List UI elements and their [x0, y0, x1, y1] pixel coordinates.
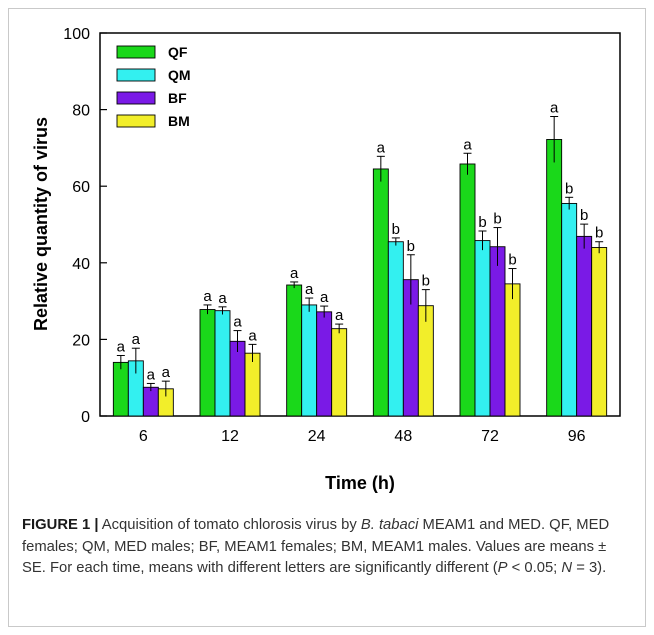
bar-bf: [229, 340, 246, 417]
legend-swatch-bf: [116, 91, 156, 105]
significance-letter: a: [132, 331, 141, 348]
y-tick-label: 60: [72, 179, 90, 196]
y-axis-label: Relative quantity of virus: [31, 117, 51, 331]
significance-letter: a: [305, 281, 314, 298]
significance-letter: b: [422, 273, 430, 290]
caption-p-symbol: P: [497, 560, 508, 576]
legend: QF QM BF BM: [116, 44, 191, 129]
significance-letter: a: [203, 288, 212, 305]
x-tick-label: 96: [568, 428, 586, 445]
x-axis-label: Time (h): [325, 473, 395, 493]
significance-letter: a: [218, 290, 227, 307]
significance-letter: b: [565, 180, 573, 197]
caption-text-1: Acquisition of tomato chlorosis virus by: [98, 517, 361, 533]
bar-qm: [387, 241, 404, 417]
bar-qm: [561, 202, 578, 417]
caption-species: B. tabaci: [360, 517, 419, 533]
bar-qf: [459, 163, 476, 417]
significance-letter: a: [550, 99, 559, 116]
significance-letter: a: [117, 338, 126, 355]
significance-letter: a: [463, 136, 472, 153]
x-tick-label: 24: [308, 428, 326, 445]
caption-text-2: MEAM1 and MED. QF, MED females; QM, MED …: [22, 517, 610, 576]
significance-letter: b: [407, 238, 415, 255]
y-axis: 0 20 40 60 80 100: [63, 26, 107, 426]
significance-letter: b: [580, 207, 588, 224]
legend-swatch-bm: [116, 114, 156, 128]
significance-letter: b: [595, 225, 603, 242]
plot-area-frame: [99, 32, 621, 417]
bar-bf: [142, 386, 159, 417]
x-tick-label: 72: [481, 428, 499, 445]
significance-letter: a: [320, 289, 329, 306]
bar-bm: [591, 247, 608, 417]
y-tick-label: 100: [63, 26, 90, 43]
bar-qm: [301, 304, 318, 417]
bar-bm: [504, 283, 521, 417]
significance-letter: a: [162, 364, 171, 381]
legend-label-bf: BF: [168, 90, 187, 106]
x-tick-label: 48: [394, 428, 412, 445]
x-axis: 6 12 24 48 72 96: [139, 428, 586, 445]
y-tick-label: 40: [72, 256, 90, 273]
bar-bm: [244, 352, 261, 417]
legend-swatch-qm: [116, 68, 156, 82]
caption-label: FIGURE 1 |: [22, 517, 99, 533]
significance-letter: b: [508, 252, 516, 269]
significance-letter: b: [392, 221, 400, 238]
bar-bf: [489, 246, 506, 417]
legend-swatch-qf: [116, 45, 156, 59]
significance-letter: a: [377, 139, 386, 156]
legend-label-qm: QM: [168, 67, 191, 83]
significance-letter: a: [248, 327, 257, 344]
bar-qm: [474, 240, 491, 417]
bar-bf: [316, 311, 333, 417]
significance-letter: a: [233, 314, 242, 331]
bar-qf: [286, 284, 303, 417]
y-tick-label: 20: [72, 332, 90, 349]
legend-label-qf: QF: [168, 44, 188, 60]
significance-letter: a: [147, 366, 156, 383]
caption-text-4: = 3).: [572, 560, 607, 576]
bar-bm: [417, 305, 434, 417]
x-tick-label: 6: [139, 428, 148, 445]
bar-qf: [546, 139, 563, 417]
y-tick-label: 0: [81, 409, 90, 426]
figure-caption: FIGURE 1 | Acquisition of tomato chloros…: [22, 515, 634, 580]
y-tick-label: 80: [72, 103, 90, 120]
bar-qf: [199, 309, 216, 417]
bar-bm: [331, 328, 348, 417]
x-tick-label: 12: [221, 428, 239, 445]
caption-text-3: < 0.05;: [507, 560, 562, 576]
significance-letter: b: [478, 214, 486, 231]
caption-n-symbol: N: [561, 560, 573, 576]
significance-letter: a: [290, 265, 299, 282]
bar-qf: [372, 168, 389, 417]
bar-bf: [576, 235, 593, 417]
significance-letter: a: [335, 307, 344, 324]
significance-letter: b: [493, 211, 501, 228]
bar-qf: [112, 361, 129, 417]
bar-qm: [214, 310, 231, 417]
legend-label-bm: BM: [168, 113, 190, 129]
